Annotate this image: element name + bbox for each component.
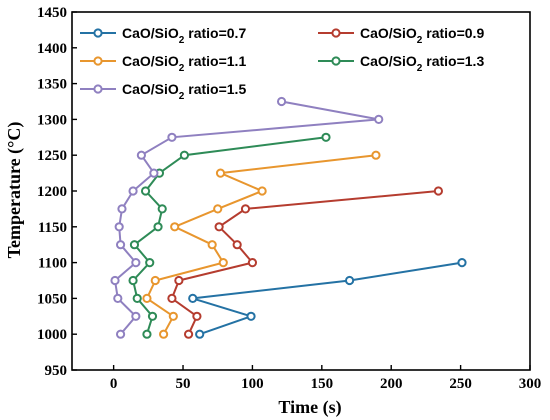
data-point <box>142 293 152 303</box>
legend-item: CaO/SiO2 ratio=1.5 <box>80 81 246 102</box>
legend-item: CaO/SiO2 ratio=1.1 <box>80 53 246 74</box>
data-point <box>113 293 123 303</box>
y-tick-label: 1400 <box>37 41 67 57</box>
series-3 <box>142 150 381 339</box>
data-point <box>321 132 331 142</box>
x-tick-label: 200 <box>380 376 403 392</box>
data-point <box>115 329 126 339</box>
data-point <box>276 96 287 107</box>
data-point <box>179 150 190 160</box>
legend-item: CaO/SiO2 ratio=0.9 <box>318 25 484 46</box>
y-tick-label: 950 <box>45 363 68 379</box>
series-4 <box>128 132 331 339</box>
x-tick-label: 50 <box>176 376 191 392</box>
series-line <box>113 100 379 335</box>
data-point <box>247 258 258 268</box>
data-point <box>188 293 198 303</box>
data-point <box>215 168 226 178</box>
data-point <box>153 222 163 232</box>
data-point <box>433 186 443 196</box>
data-point <box>117 204 127 214</box>
axes: 0 50 100 150 200 250 300 950 1000 1050 1100 1150 120… <box>37 5 541 392</box>
data-point <box>150 275 160 286</box>
series-1 <box>188 258 467 339</box>
y-axis-title: Temperature (°C) <box>4 122 25 259</box>
data-point <box>131 311 141 321</box>
x-tick-label: 250 <box>449 376 472 392</box>
data-point <box>131 258 141 268</box>
legend-swatch-marker <box>93 28 103 38</box>
x-tick-label: 100 <box>241 376 264 392</box>
x-tick-label: 0 <box>110 376 118 392</box>
y-tick-label: 1000 <box>37 327 67 343</box>
data-point <box>142 329 152 339</box>
data-point <box>128 275 138 286</box>
data-point <box>167 132 177 142</box>
legend-label: CaO/SiO2 ratio=1.3 <box>360 53 484 74</box>
data-point <box>145 258 155 268</box>
y-tick-label: 1300 <box>37 112 67 128</box>
data-point <box>136 150 146 160</box>
legend-swatch-marker <box>331 56 341 66</box>
y-tick-label: 1100 <box>38 256 67 272</box>
data-point <box>115 240 126 250</box>
data-point <box>168 311 178 321</box>
data-point <box>240 204 251 214</box>
data-point <box>132 293 142 303</box>
series-layer <box>110 96 467 339</box>
x-tick-label: 150 <box>311 376 334 392</box>
data-point <box>149 168 159 178</box>
data-point <box>218 258 228 268</box>
legend-label: CaO/SiO2 ratio=0.7 <box>122 25 246 46</box>
data-point <box>374 114 384 125</box>
data-point <box>257 186 267 196</box>
data-point <box>246 311 256 321</box>
data-point <box>159 329 169 339</box>
legend-label: CaO/SiO2 ratio=0.9 <box>360 25 484 46</box>
data-point <box>214 222 224 232</box>
legend-swatch-marker <box>331 28 341 38</box>
y-tick-label: 1350 <box>37 77 67 93</box>
data-point <box>174 275 184 286</box>
data-point <box>167 293 177 303</box>
data-point <box>110 275 120 286</box>
legend: CaO/SiO2 ratio=0.7 CaO/SiO2 ratio=0.9 CaO/… <box>80 25 484 102</box>
legend-label: CaO/SiO2 ratio=1.5 <box>122 81 246 102</box>
data-point <box>114 222 124 232</box>
data-point <box>170 222 180 232</box>
y-tick-label: 1450 <box>37 5 67 21</box>
data-point <box>183 329 194 339</box>
legend-item: CaO/SiO2 ratio=0.7 <box>80 25 246 46</box>
data-point <box>232 240 242 250</box>
y-tick-label: 1250 <box>37 148 67 164</box>
legend-swatch-marker <box>93 84 103 94</box>
y-tick-label: 1050 <box>37 291 67 307</box>
data-point <box>192 311 202 321</box>
data-point <box>129 240 140 250</box>
series-2 <box>167 186 443 339</box>
data-point <box>371 150 381 160</box>
series-5 <box>110 96 384 339</box>
y-tick-label: 1150 <box>38 220 67 236</box>
legend-item: CaO/SiO2 ratio=1.3 <box>318 53 484 74</box>
series-line <box>192 261 463 336</box>
series-line <box>170 190 439 335</box>
data-point <box>195 329 205 339</box>
data-point <box>213 204 223 214</box>
x-axis-title: Time (s) <box>278 397 341 418</box>
data-point <box>147 311 158 321</box>
data-point <box>344 275 355 286</box>
data-point <box>157 204 167 214</box>
x-tick-label: 300 <box>519 376 542 392</box>
legend-label: CaO/SiO2 ratio=1.1 <box>122 53 246 74</box>
y-tick-label: 1200 <box>37 184 67 200</box>
series-line <box>145 154 377 335</box>
data-point <box>128 186 138 196</box>
data-point <box>457 258 467 268</box>
data-point <box>140 186 151 196</box>
legend-swatch-marker <box>93 56 103 66</box>
data-point <box>207 240 217 250</box>
